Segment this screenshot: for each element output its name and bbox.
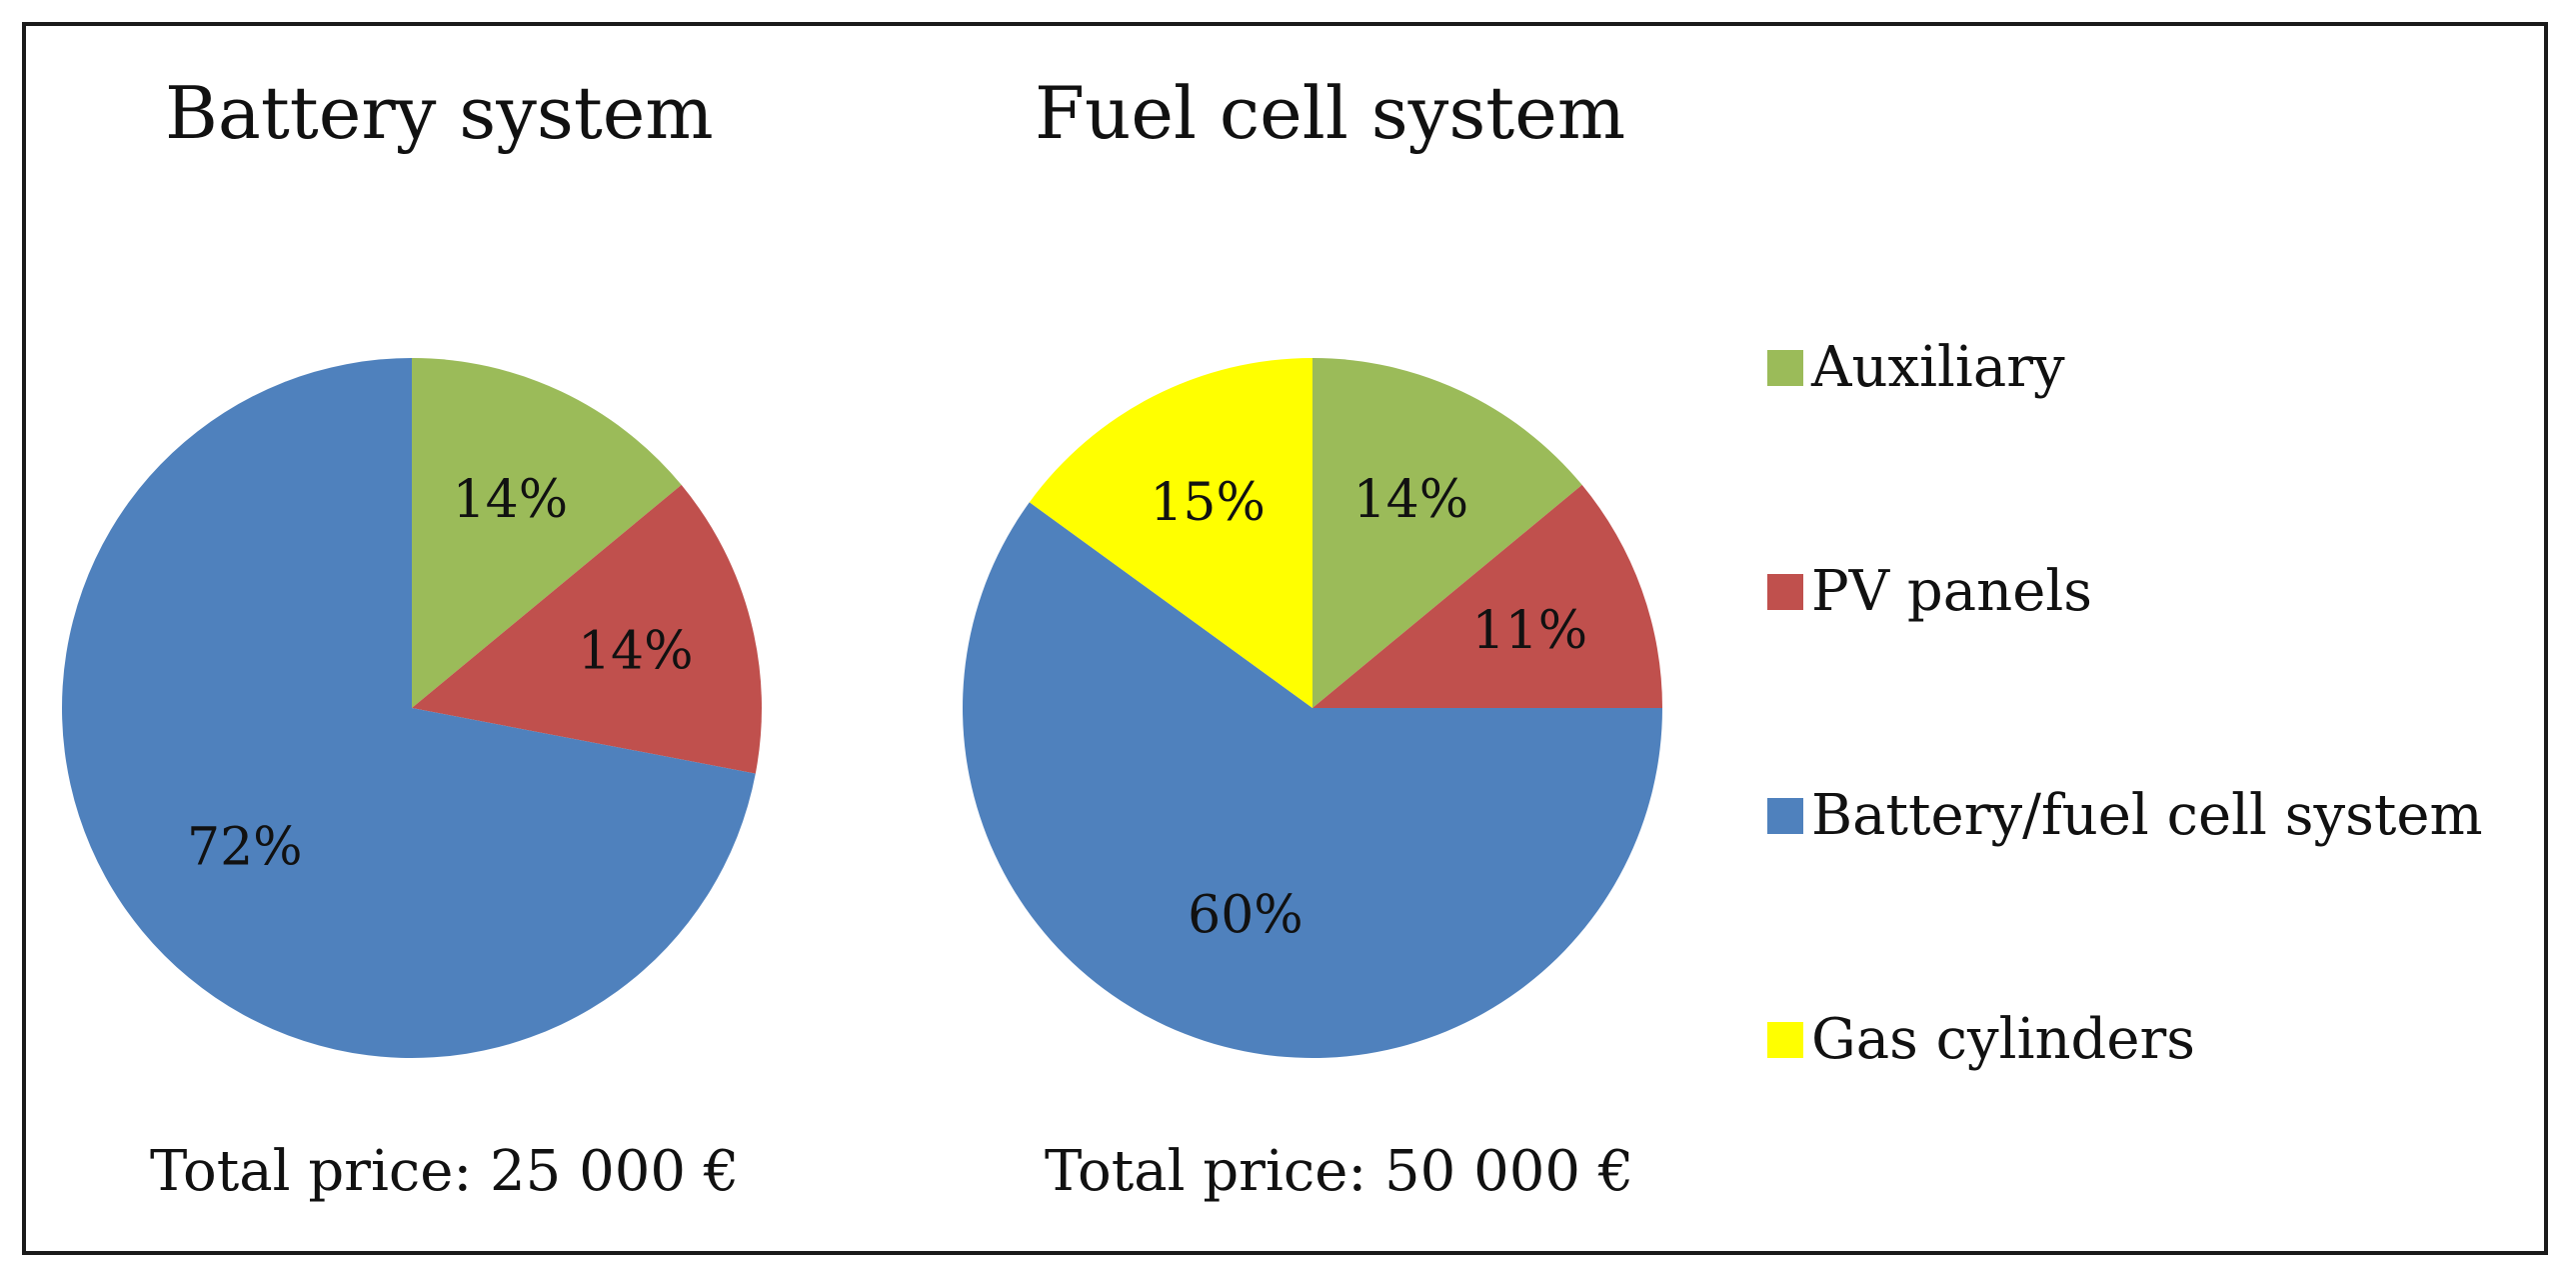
- pie-battery-system: 14% 14% 72%: [61, 358, 762, 1058]
- pie-fuel-cell-system: 14% 11% 60% 15%: [962, 358, 1662, 1058]
- chart-title-fuel-cell: Fuel cell system: [1035, 71, 1625, 155]
- pie-slice-gas-cylinders: [1029, 358, 1312, 708]
- legend-swatch-pv-panels: [1767, 574, 1803, 610]
- pie-slice-battery-fuel-cell-system: [962, 502, 1662, 1058]
- data-label-battery-fuel-cell-system: 72%: [187, 817, 303, 877]
- legend-swatch-auxiliary: [1767, 350, 1803, 386]
- legend-label-pv-panels: PV panels: [1811, 559, 2092, 624]
- data-label-battery-fuel-cell-system: 60%: [1188, 885, 1303, 945]
- pie-slice-battery-fuel-cell-system: [61, 358, 756, 1058]
- chart-title-battery: Battery system: [165, 71, 714, 155]
- pie-slice-pv-panels: [1312, 484, 1662, 708]
- pie-slice-auxiliary: [1312, 358, 1582, 708]
- pie-slice-auxiliary: [412, 358, 682, 708]
- data-label-gas-cylinders: 15%: [1150, 473, 1266, 533]
- legend-label-auxiliary: Auxiliary: [1810, 335, 2065, 400]
- total-price-fuel-cell: Total price: 50 000 €: [1045, 1139, 1633, 1204]
- pie-slice-pv-panels: [412, 484, 762, 774]
- data-label-auxiliary: 14%: [453, 470, 569, 530]
- legend-label-gas-cylinders: Gas cylinders: [1811, 1007, 2195, 1072]
- legend-swatch-gas-cylinders: [1767, 1022, 1803, 1058]
- total-price-battery: Total price: 25 000 €: [150, 1139, 739, 1204]
- legend-swatch-battery-fuel-cell-system: [1767, 798, 1803, 834]
- data-label-auxiliary: 14%: [1353, 470, 1469, 530]
- legend-label-battery-fuel-cell-system: Battery/fuel cell system: [1811, 783, 2483, 848]
- data-label-pv-panels: 11%: [1472, 601, 1588, 661]
- data-label-pv-panels: 14%: [578, 622, 694, 682]
- legend: Auxiliary PV panels Battery/fuel cell syst…: [1767, 335, 2483, 1072]
